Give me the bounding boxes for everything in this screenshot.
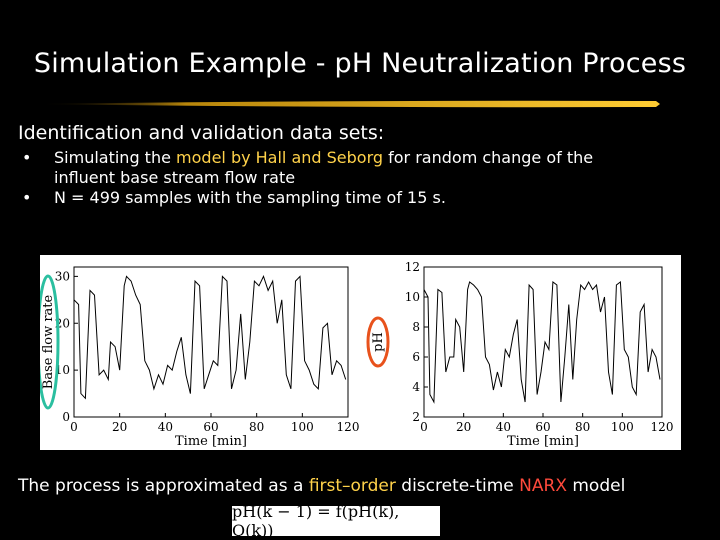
y-axis-label: pH xyxy=(371,332,386,352)
y-tick-label: 2 xyxy=(412,410,420,424)
bullet-item: • Simulating the model by Hall and Sebor… xyxy=(22,148,593,168)
bullet-text: for random change of the xyxy=(383,148,594,167)
plot-frame xyxy=(423,266,663,418)
x-tick-label: 40 xyxy=(158,420,173,434)
bullet-list: • Simulating the model by Hall and Sebor… xyxy=(22,148,593,208)
note-text: model xyxy=(566,476,626,496)
model-equation: pH(k − 1) = f(pH(k), Q(k)) xyxy=(232,502,440,540)
x-tick-label: 60 xyxy=(203,420,218,434)
bullet-marker: • xyxy=(22,188,32,207)
x-tick-label: 40 xyxy=(496,420,511,434)
section-heading: Identification and validation data sets: xyxy=(18,122,385,144)
x-tick-label: 100 xyxy=(291,420,314,434)
y-tick-label: 12 xyxy=(405,260,420,274)
first-order-term: first–order xyxy=(308,476,396,496)
x-tick-label: 20 xyxy=(456,420,471,434)
slide-title: Simulation Example - pH Neutralization P… xyxy=(33,48,687,79)
note-text: The process is approximated as a xyxy=(18,476,309,496)
y-axis-label: Base flow rate xyxy=(41,294,56,389)
y-tick-label: 0 xyxy=(62,410,70,424)
x-tick-label: 0 xyxy=(420,420,428,434)
y-tick-label: 8 xyxy=(412,320,420,334)
x-tick-label: 60 xyxy=(535,420,550,434)
x-tick-label: 0 xyxy=(70,420,78,434)
note-text: discrete-time xyxy=(395,476,520,496)
series-line xyxy=(423,280,661,404)
x-axis-label: Time [min] xyxy=(507,434,579,449)
highlight-circle xyxy=(40,274,60,410)
bullet-text: Simulating the xyxy=(54,148,177,167)
bullet-text: N = 499 samples with the sampling time o… xyxy=(54,188,446,207)
bullet-item-continuation: influent base stream flow rate xyxy=(22,168,593,188)
model-reference: model by Hall and Seborg xyxy=(176,148,384,167)
simulation-figure: 0 20 40 60 80 100 120 0 10 20 30 Time [min] Base flo… xyxy=(40,255,681,450)
x-tick-label: 80 xyxy=(575,420,590,434)
bullet-marker: • xyxy=(22,148,32,167)
x-tick-label: 20 xyxy=(112,420,127,434)
bullet-item: • N = 499 samples with the sampling time… xyxy=(22,188,593,208)
bottom-note: The process is approximated as a first–o… xyxy=(18,476,625,496)
x-axis-label: Time [min] xyxy=(175,434,247,449)
narx-term: NARX xyxy=(519,476,567,496)
y-tick-label: 10 xyxy=(405,290,420,304)
y-tick-label: 30 xyxy=(55,269,70,283)
y-tick-label: 4 xyxy=(412,380,420,394)
bullet-text: influent base stream flow rate xyxy=(54,168,296,187)
y-tick-label: 6 xyxy=(412,350,420,364)
title-underline xyxy=(28,100,660,108)
plot-frame xyxy=(73,266,349,418)
x-tick-label: 120 xyxy=(651,420,674,434)
highlight-circle xyxy=(366,316,390,368)
series-line xyxy=(73,275,347,400)
x-tick-label: 80 xyxy=(249,420,264,434)
x-tick-label: 120 xyxy=(337,420,360,434)
x-tick-label: 100 xyxy=(611,420,634,434)
